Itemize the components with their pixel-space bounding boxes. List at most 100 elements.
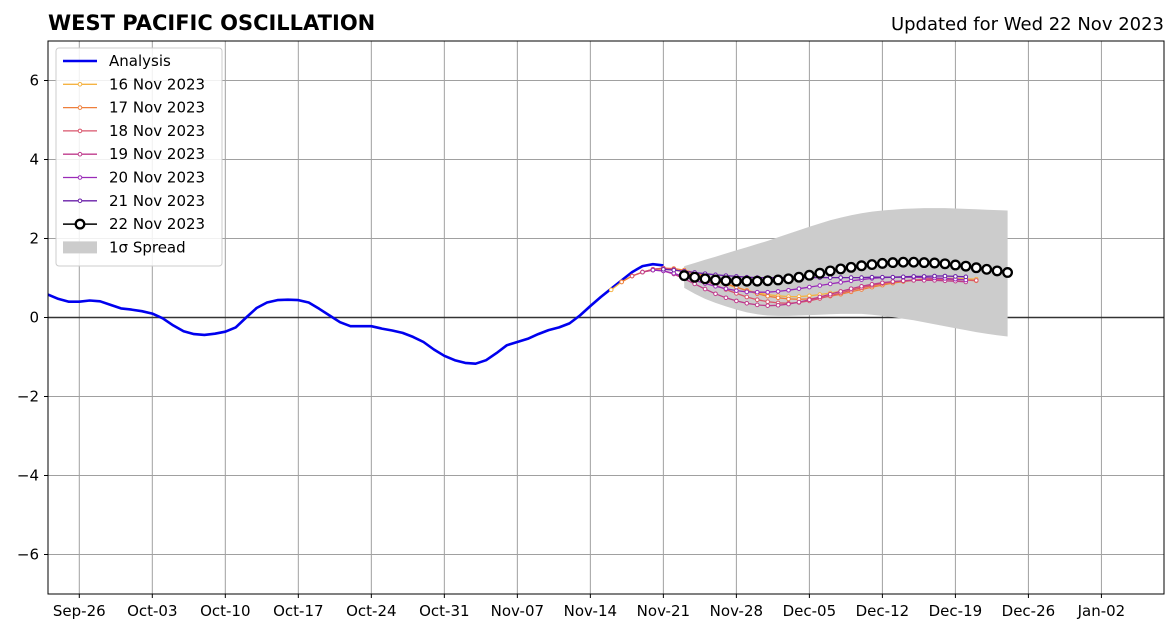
legend-handle-marker	[77, 105, 83, 110]
y-tick-label: 6	[29, 72, 39, 90]
forecast-point	[890, 274, 896, 280]
forecast-point	[859, 275, 864, 280]
forecast-point	[848, 286, 854, 291]
current-forecast-point	[991, 265, 1003, 277]
x-tick-label: Oct-10	[200, 602, 250, 620]
current-forecast-point	[929, 257, 940, 269]
forecast-point	[838, 289, 843, 294]
x-tick-label: Oct-03	[127, 602, 177, 620]
forecast-point	[786, 296, 791, 302]
x-tick-label: Dec-19	[929, 602, 983, 620]
forecast-point	[640, 269, 645, 275]
forecast-point	[713, 291, 718, 297]
forecast-point	[827, 275, 833, 280]
forecast-point	[765, 293, 770, 299]
y-tick-label: 0	[29, 309, 39, 327]
forecast-point	[744, 300, 750, 306]
y-tick-label: −4	[17, 467, 39, 485]
y-tick-label: −6	[17, 546, 39, 564]
forecast-point	[723, 295, 729, 301]
forecast-point	[838, 280, 843, 285]
forecast-point	[619, 279, 624, 285]
current-forecast-point	[918, 257, 930, 269]
forecast-point	[848, 275, 854, 280]
forecast-point	[734, 298, 739, 304]
legend-label: Analysis	[109, 52, 171, 70]
x-tick-label: Dec-12	[856, 602, 910, 620]
forecast-point	[702, 286, 708, 292]
current-forecast-point	[1002, 267, 1014, 278]
forecast-point	[650, 267, 656, 273]
current-forecast-point	[876, 257, 888, 269]
current-forecast-point	[678, 270, 690, 282]
forecast-point	[796, 286, 802, 291]
forecast-point	[921, 274, 927, 279]
chart-title: WEST PACIFIC OSCILLATION	[48, 11, 375, 35]
legend-label: 20 Nov 2023	[109, 169, 205, 187]
forecast-point	[765, 299, 770, 305]
current-forecast-point	[970, 262, 982, 274]
forecast-point	[754, 302, 760, 308]
forecast-point	[827, 291, 833, 297]
legend-label: 22 Nov 2023	[109, 215, 205, 233]
current-forecast-point	[710, 274, 721, 286]
current-forecast-point	[981, 263, 993, 275]
legend-handle-marker	[77, 82, 83, 87]
forecast-point	[775, 289, 781, 294]
forecast-point	[734, 288, 739, 293]
analysis-line	[48, 262, 664, 366]
current-forecast-point	[845, 261, 857, 273]
forecast-point	[661, 267, 666, 272]
x-tick-label: Nov-21	[637, 602, 690, 620]
legend-label: 1σ Spread	[109, 238, 186, 256]
forecast-point	[671, 267, 677, 273]
forecast-point	[869, 274, 875, 280]
legend-label: 16 Nov 2023	[109, 75, 205, 93]
x-tick-label: Sep-26	[53, 602, 106, 620]
forecast-point	[765, 303, 770, 308]
current-forecast-point	[751, 275, 763, 287]
legend-label: 17 Nov 2023	[109, 99, 205, 117]
current-forecast-point	[730, 275, 742, 287]
current-forecast-point	[772, 274, 784, 286]
spread-band	[684, 208, 1008, 337]
forecast-point	[744, 294, 750, 300]
legend-label: 18 Nov 2023	[109, 122, 205, 140]
x-tick-label: Oct-31	[419, 602, 469, 620]
plot-area	[48, 208, 1014, 366]
legend-handle-marker	[77, 198, 83, 204]
current-forecast-point	[720, 275, 732, 287]
legend-handle-patch	[63, 241, 97, 254]
forecast-point	[900, 274, 906, 280]
current-forecast-point	[908, 256, 920, 268]
x-tick-label: Dec-26	[1002, 602, 1056, 620]
x-tick-label: Oct-24	[346, 602, 396, 620]
forecast-point	[973, 278, 979, 283]
chart-subtitle: Updated for Wed 22 Nov 2023	[891, 14, 1164, 35]
forecast-point	[786, 287, 791, 293]
current-forecast-point	[856, 260, 867, 272]
forecast-point	[880, 280, 885, 286]
forecast-point	[890, 279, 896, 284]
legend-handle-marker	[77, 128, 83, 134]
x-tick-label: Nov-14	[564, 602, 617, 620]
forecast-point	[859, 283, 864, 289]
forecast-point	[775, 295, 781, 301]
current-forecast-point	[793, 271, 805, 283]
forecast-point	[723, 286, 729, 291]
x-tick-label: Nov-28	[710, 602, 763, 620]
x-tick-label: Jan-02	[1077, 602, 1126, 620]
current-forecast-point	[699, 273, 711, 285]
current-forecast-point	[814, 267, 826, 279]
forecast-point	[942, 273, 948, 279]
forecast-point	[765, 289, 770, 295]
current-forecast-point	[783, 273, 794, 285]
y-tick-label: 4	[29, 151, 39, 169]
current-forecast-point	[835, 263, 847, 275]
forecast-point	[807, 297, 812, 303]
forecast-point	[880, 274, 885, 280]
current-forecast-point	[897, 256, 909, 268]
forecast-point	[838, 275, 843, 280]
forecast-point	[796, 299, 802, 305]
